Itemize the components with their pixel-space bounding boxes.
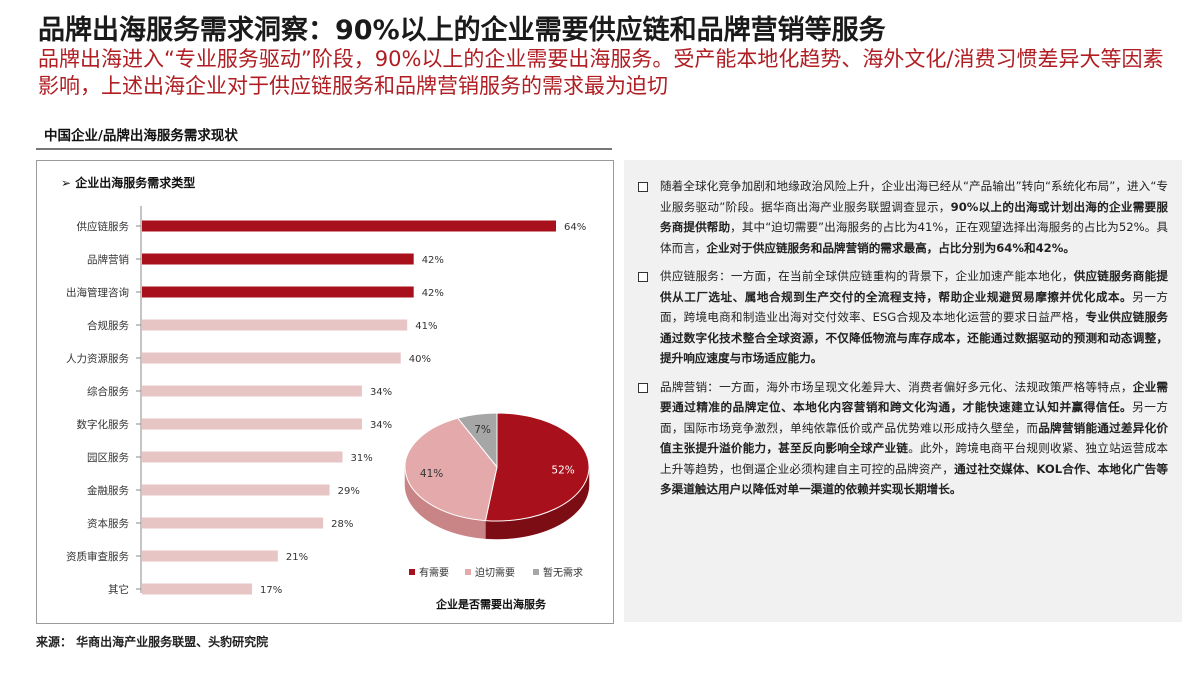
bar-value-label: 40% [409,354,431,365]
bar [142,253,414,265]
page-title: 品牌出海服务需求洞察：90%以上的企业需要供应链和品牌营销等服务 [38,15,886,46]
bullet-text: 另一方面，跨境电商和制造业出海对交付效率、ESG合规及本地化运营的要求日益严格， [660,289,1168,325]
legend-swatch [465,569,471,575]
bar-category-label: 金融服务 [87,484,129,497]
bar [142,319,408,331]
bar-category-label: 数字化服务 [77,418,130,431]
pie-slice [456,412,498,469]
pie-slice-label: 52% [551,464,574,476]
bullet-text: 供应链服务：一方面，在当前全球供应链重构的背景下，企业加速产能本地化， [660,269,1074,283]
bar-value-label: 31% [351,453,373,464]
page-subtitle: 品牌出海进入“专业服务驱动”阶段，90%以上的企业需要出海服务。受产能本地化趋势… [38,47,1164,98]
bullet-text-bold: 通过社交媒体、KOL合作、本地化广告等多渠道触达用户以降低对单一渠道的依赖并实现… [660,461,1168,497]
bar-category-label: 供应链服务 [77,220,130,233]
bar-category-label: 人力资源服务 [66,352,129,365]
bar [142,517,324,529]
legend-swatch [409,569,415,575]
bullet-text-bold: 企业对于供应链服务和品牌营销的需求最高，占比分别为64%和42%。 [706,240,1075,255]
bar-value-label: 34% [370,387,392,398]
analysis-panel: 随着全球化竞争加剧和地缘政治风险上升，企业出海已经从“产品输出”转向“系统化布局… [624,160,1182,622]
bullet-text: 另一方面，国际市场竞争激烈，单纯依靠低价或产品优势难以形成持久壁垒，而 [660,400,1168,435]
bullet-text: 随着全球化竞争加剧和地缘政治风险上升，企业出海已经从“产品输出”转向“系统化布局… [660,179,1168,214]
bullet-text-bold: 品牌营销能通过差异化价值主张提升溢价能力，甚至反向影响全球产业链 [660,420,1168,456]
bar-category-label: 出海管理咨询 [66,286,129,299]
checkbox-bullet-icon [638,182,648,192]
legend-label: 暂无需求 [543,567,583,579]
checkbox-bullet-icon [638,272,648,282]
bullet-text-bold: 专业供应链服务通过数字化技术整合全球资源，不仅降低物流与库存成本，还能通过数据驱… [660,310,1168,365]
bar-value-label: 28% [331,519,353,530]
legend-swatch [533,569,539,575]
bar-chart-title: ➢ 企业出海服务需求类型 [61,175,195,190]
bar [142,550,278,562]
bullet-text: ，其中“迫切需要”出海服务的占比为41%，正在观望选择出海服务的占比为52%。具… [660,220,1168,255]
pie-slice [404,417,498,522]
bar-value-label: 17% [260,585,282,596]
bar-value-label: 29% [338,486,360,497]
bar-category-label: 园区服务 [87,451,129,464]
checkbox-bullet-icon [638,382,648,393]
analysis-bullets: 随着全球化竞争加剧和地缘政治风险上升，企业出海已经从“产品输出”转向“系统化布局… [624,160,1182,500]
bar [142,583,252,595]
analysis-bullet: 品牌营销：一方面，海外市场呈现文化差异大、消费者偏好多元化、法规政策严格等特点，… [636,377,1168,500]
bar-value-label: 42% [422,255,444,266]
bar-category-label: 品牌营销 [87,253,129,266]
bar-category-label: 资本服务 [87,517,129,530]
bar [142,286,414,298]
bullet-text: 。此外，跨境电商平台规则收紧、独立站运营成本上升等趋势，也倒逼企业必须构建自主可… [660,441,1168,476]
bar [142,220,556,232]
bar [142,451,343,463]
pie-slice [484,412,590,522]
bar-value-label: 64% [564,222,586,233]
legend-label: 有需要 [419,566,449,579]
bar-value-label: 41% [415,321,437,332]
bar-category-label: 其它 [108,583,129,596]
legend-label: 迫切需要 [475,566,515,579]
bar-value-label: 21% [286,552,308,563]
bar [142,418,362,430]
bar-category-label: 合规服务 [87,319,129,332]
bar [142,352,401,364]
bullet-text: 品牌营销：一方面，海外市场呈现文化差异大、消费者偏好多元化、法规政策严格等特点， [660,379,1133,394]
section-divider [36,148,612,150]
bar-value-label: 34% [370,420,392,431]
source-note: 来源： 华商出海产业服务联盟、头豹研究院 [36,635,269,649]
bar-category-label: 资质审查服务 [66,550,129,563]
bullet-text-bold: 供应链服务商能提供从工厂选址、属地合规到生产交付的全流程支持，帮助企业规避贸易摩… [660,269,1168,304]
bullet-text-bold: 企业需要通过精准的品牌定位、本地化内容营销和跨文化沟通，才能快速建立认知并赢得信… [660,379,1168,415]
bar [142,484,330,496]
pie-slice-label: 41% [420,468,443,480]
analysis-bullet: 随着全球化竞争加剧和地缘政治风险上升，企业出海已经从“产品输出”转向“系统化布局… [636,176,1168,258]
bullet-text-bold: 90%以上的出海或计划出海的企业需要服务商提供帮助 [660,199,1168,235]
bar [142,385,362,397]
bar-category-label: 综合服务 [87,385,129,398]
pie-chart-title: 企业是否需要出海服务 [435,597,547,611]
chart-svg: ➢ 企业出海服务需求类型 供应链服务 64% 品牌营销 42% 出海管理咨询 42% 合规服… [61,175,590,611]
bar-value-label: 42% [422,288,444,299]
section-title: 中国企业/品牌出海服务需求现状 [44,128,238,144]
analysis-bullet: 供应链服务：一方面，在当前全球供应链重构的背景下，企业加速产能本地化，供应链服务… [636,266,1168,369]
chart-panel: ➢ 企业出海服务需求类型 供应链服务 64% 品牌营销 42% 出海管理咨询 42% 合规服… [36,160,614,624]
pie-slice-label: 7% [474,424,491,436]
